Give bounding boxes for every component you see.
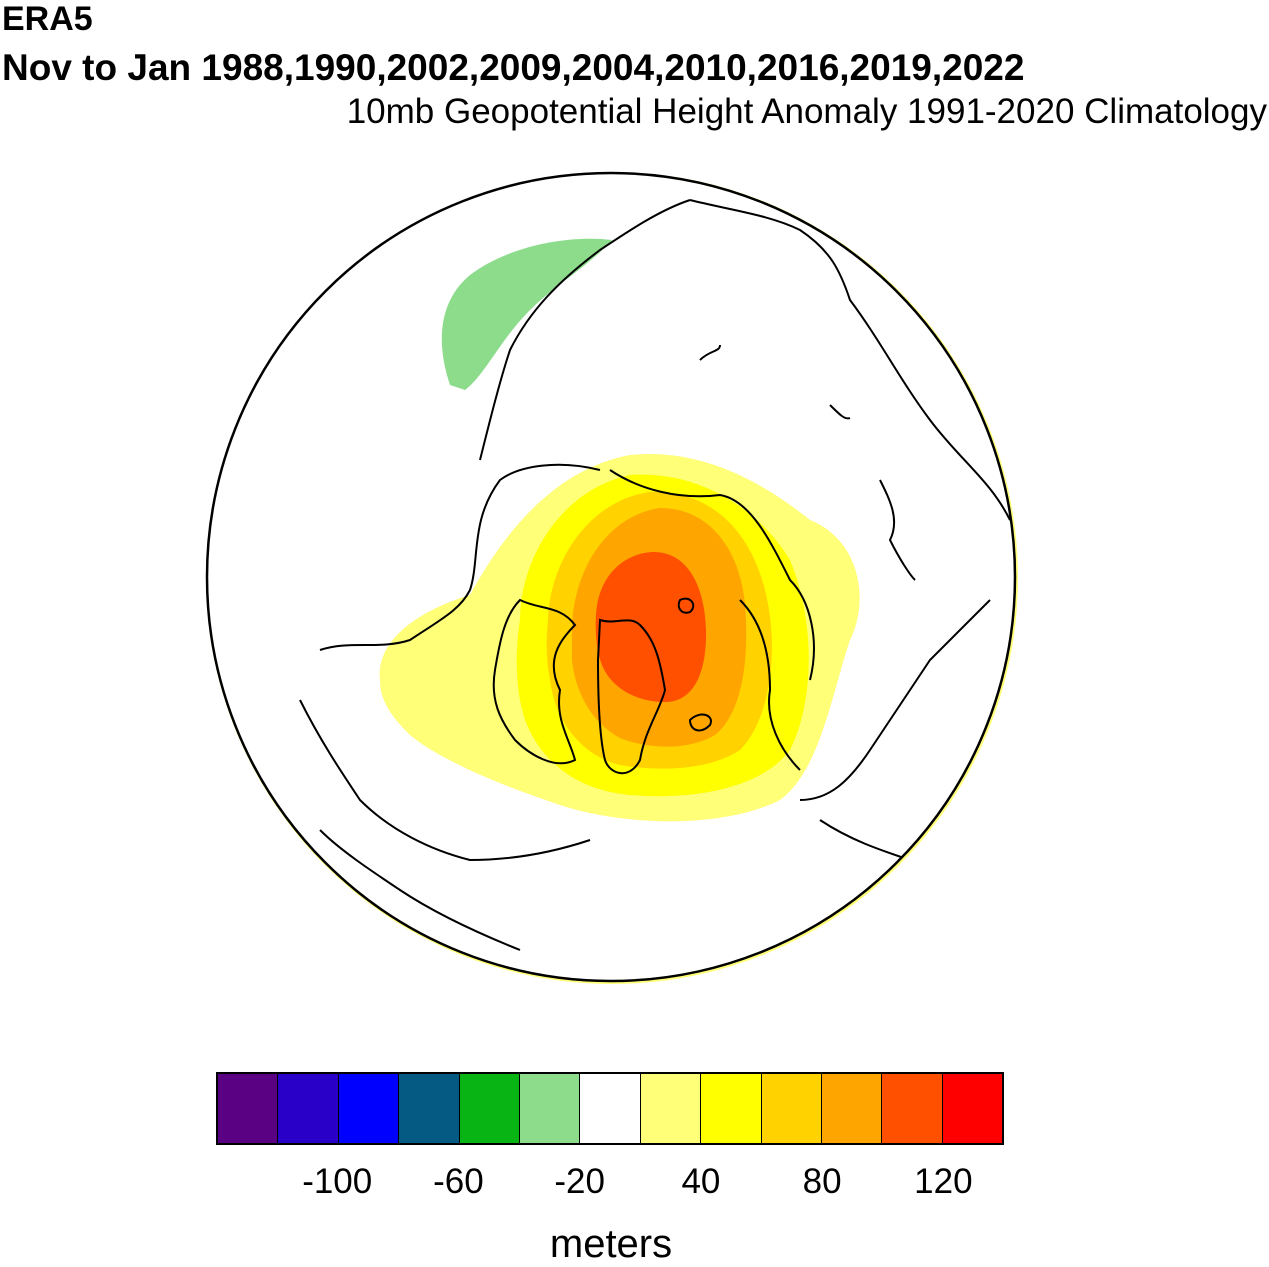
anomaly-negative-20: [441, 238, 612, 390]
subtitle: 10mb Geopotential Height Anomaly 1991-20…: [346, 92, 1267, 131]
colorbar-box: [580, 1074, 641, 1143]
globe-outline: [205, 171, 1017, 983]
colorbar-box: [278, 1074, 339, 1143]
colorbar-tick-label: -100: [302, 1162, 373, 1201]
colorbar-box: [459, 1074, 520, 1143]
colorbar-box: [399, 1074, 460, 1143]
colorbar-box: [942, 1074, 1003, 1143]
colorbar-tick-label: 120: [914, 1162, 973, 1201]
dataset-title: ERA5: [2, 0, 93, 38]
colorbar-box: [519, 1074, 581, 1143]
colorbar-tick-label: -60: [433, 1162, 484, 1201]
colorbar-units: meters: [549, 1222, 673, 1266]
colorbar-tick-label: 80: [802, 1162, 842, 1201]
colorbar-box: [338, 1074, 400, 1143]
period-title: Nov to Jan 1988,1990,2002,2009,2004,2010…: [2, 47, 1025, 88]
colorbar-box: [640, 1074, 702, 1143]
colorbar-box: [821, 1074, 883, 1143]
colorbar: [216, 1072, 1004, 1145]
colorbar-box: [882, 1074, 943, 1143]
colorbar-box: [218, 1074, 279, 1143]
colorbar-box: [701, 1074, 762, 1143]
colorbar-tick-label: 40: [681, 1162, 721, 1201]
colorbar-box: [761, 1074, 822, 1143]
colorbar-tick-label: -20: [554, 1162, 605, 1201]
anomaly-positive-100: [595, 552, 707, 703]
